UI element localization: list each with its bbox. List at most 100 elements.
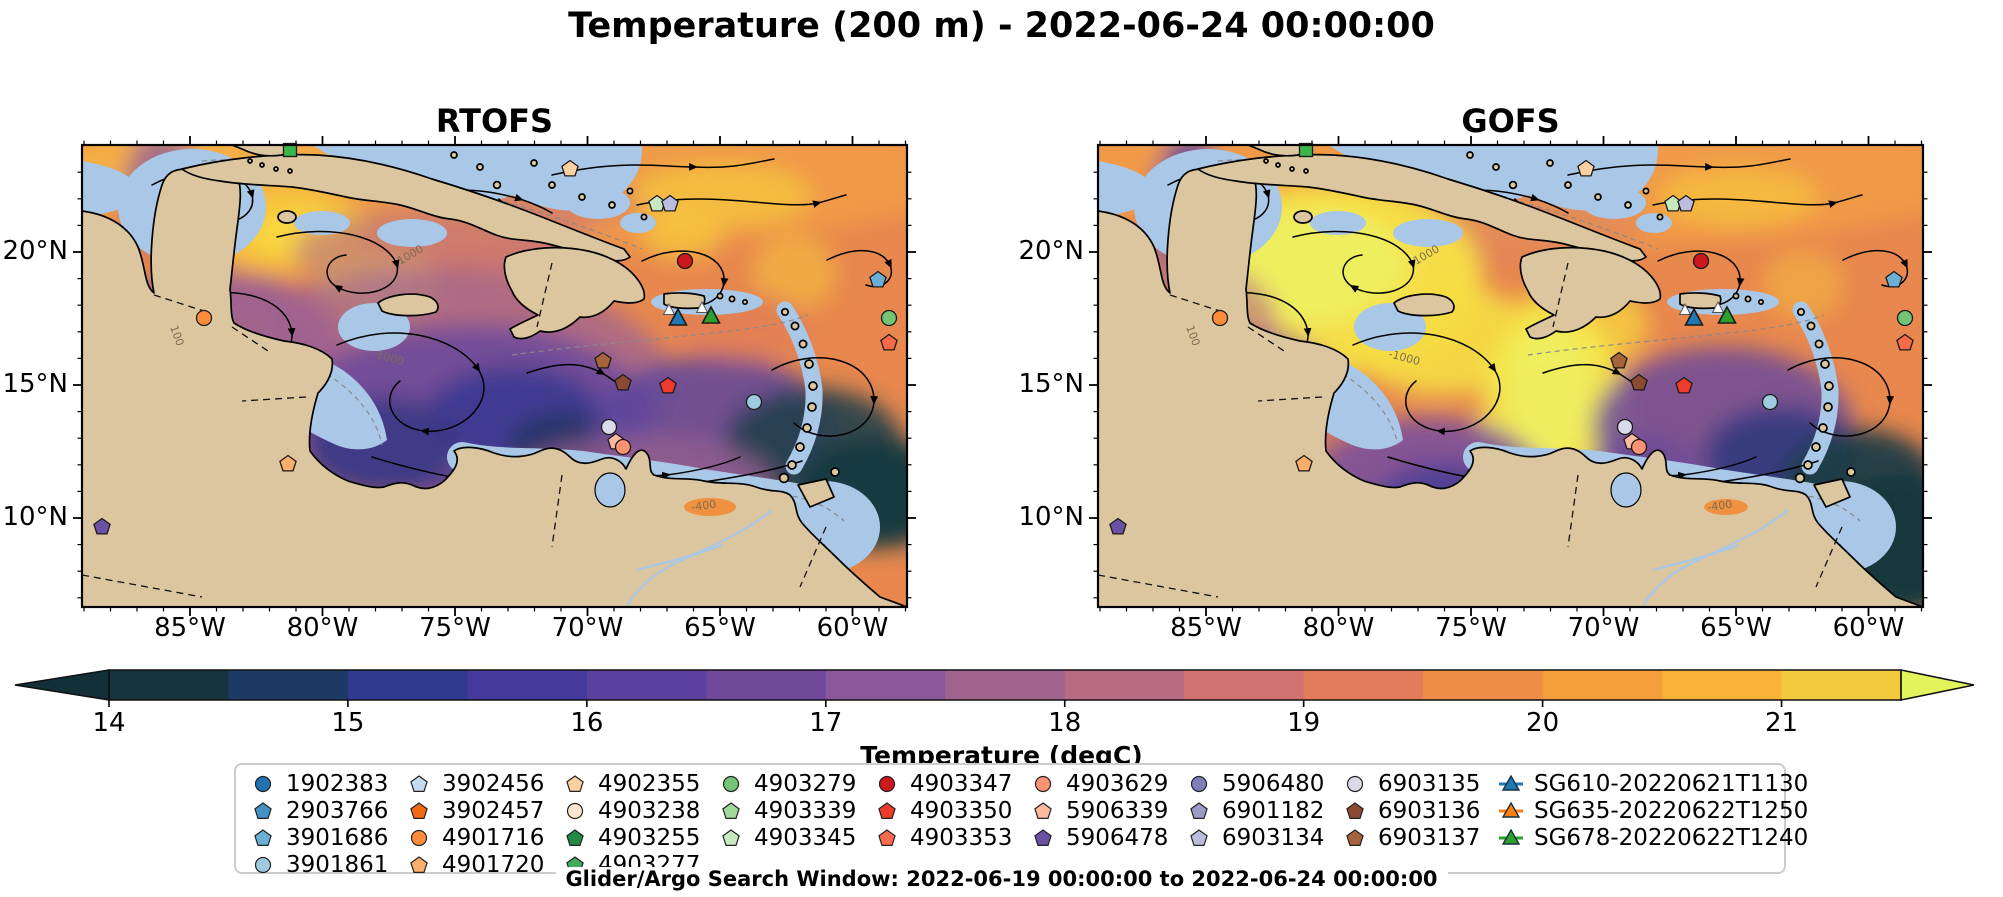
- colorbar-segment: [467, 670, 588, 700]
- marker-4903350: [1675, 376, 1693, 394]
- colorbar-tick-label: 14: [92, 708, 126, 738]
- marker-4903279: [880, 309, 898, 327]
- legend-item-label: 5906478: [1066, 824, 1169, 851]
- xtick-label: 60°W: [816, 613, 889, 643]
- pentagon-marker-icon: [566, 828, 584, 846]
- legend-column: 4903629 5906339 5906478: [1030, 770, 1168, 851]
- legend-item: SG610-20220621T1130: [1498, 770, 1808, 797]
- colorbar-tick-label: 18: [1048, 708, 1082, 738]
- legend-column: 4902355 4903238 4903255 4903277: [562, 770, 700, 878]
- legend-item: 4902355: [562, 770, 700, 797]
- marker-3901686: [1885, 270, 1903, 288]
- warm-shelf-eddy: [1704, 499, 1748, 515]
- legend-item-label: 4903345: [754, 824, 857, 851]
- legend-item: 3901861: [250, 851, 388, 878]
- legend-item: 2903766: [250, 797, 388, 824]
- colorbar-segment: [1064, 670, 1185, 700]
- colorbar-segment: [706, 670, 827, 700]
- legend-item-label: 4902355: [598, 770, 701, 797]
- legend-column: SG610-20220621T1130 SG635-20220622T1250 SG…: [1498, 770, 1808, 851]
- marker-6903134: [1677, 194, 1695, 212]
- pentagon-marker-icon: [1346, 828, 1364, 846]
- marker-3901861: [745, 393, 763, 411]
- legend-item: 4903238: [562, 797, 700, 824]
- legend-item: 4901720: [406, 851, 544, 878]
- legend-item-label: 4903347: [910, 770, 1013, 797]
- ytick-label: 20°N: [2, 236, 68, 266]
- legend-item-label: 3902456: [442, 770, 545, 797]
- marker-4903347: [1692, 252, 1710, 270]
- circle-marker-icon: [878, 775, 896, 792]
- pentagon-marker-icon: [722, 801, 740, 819]
- marker-6903136: [614, 373, 632, 391]
- legend-item: 3901686: [250, 824, 388, 851]
- legend-item-label: 4903353: [910, 824, 1013, 851]
- glider-marker-icon: [1499, 801, 1523, 818]
- legend-item-label: 6903135: [1378, 770, 1481, 797]
- figure-title: Temperature (200 m) - 2022-06-24 00:00:0…: [568, 6, 1435, 46]
- legend-item: 5906480: [1186, 770, 1324, 797]
- legend-item-label: 6903136: [1378, 797, 1481, 824]
- observation-markers: [93, 142, 898, 535]
- ytick-label: 10°N: [2, 502, 68, 532]
- map-frame: [80, 143, 909, 609]
- pentagon-marker-icon: [410, 774, 428, 792]
- legend-item-label: 3902457: [442, 797, 545, 824]
- colorbar-segment: [1303, 670, 1424, 700]
- marker-4903279: [1896, 309, 1914, 327]
- circle-marker-icon: [1346, 775, 1364, 792]
- marker-6903137: [594, 351, 612, 369]
- legend-item-label: 4901716: [442, 824, 545, 851]
- marker-4903350: [659, 376, 677, 394]
- legend-item: 6903135: [1342, 770, 1480, 797]
- pentagon-marker-icon: [1190, 828, 1208, 846]
- colorbar-segment: [586, 670, 708, 700]
- legend-box: 1902383 2903766 3901686 3901861 3902456 39024…: [234, 763, 1808, 878]
- search-window-note: Glider/Argo Search Window: 2022-06-19 00…: [555, 867, 1448, 891]
- legend-item-label: SG678-20220622T1240: [1534, 824, 1809, 851]
- circle-marker-icon: [410, 829, 428, 846]
- legend-item-label: 5906339: [1066, 797, 1169, 824]
- colorbar-segment: [945, 670, 1066, 700]
- map-gofs: 1000 -1000 100 -400: [1089, 136, 1932, 616]
- legend-column: 3902456 3902457 4901716 4901720: [406, 770, 544, 878]
- legend-item: 5906478: [1030, 824, 1168, 851]
- xtick-label: 85°W: [1170, 613, 1242, 643]
- legend-item-label: 6903134: [1222, 824, 1325, 851]
- pentagon-marker-icon: [410, 855, 428, 873]
- map-rtofs: 1000 -1000 100 -400: [73, 136, 916, 616]
- colorbar-tick-label: 17: [809, 708, 843, 738]
- marker-4901720: [1295, 454, 1313, 472]
- colorbar-segment: [347, 670, 469, 700]
- legend-item: 6903137: [1342, 824, 1480, 851]
- colorbar-segment: [825, 670, 947, 700]
- xtick-label: 75°W: [419, 613, 491, 643]
- pentagon-marker-icon: [410, 801, 428, 819]
- circle-marker-icon: [722, 775, 740, 792]
- legend-column: 6903135 6903136 6903137: [1342, 770, 1480, 851]
- marker-4902355: [1577, 159, 1595, 177]
- marker-target-SG678: [1711, 300, 1725, 313]
- marker-3901861: [1761, 393, 1779, 411]
- pentagon-marker-icon: [878, 801, 896, 819]
- ytick-label: 15°N: [2, 369, 68, 399]
- marker-4901720: [279, 454, 297, 472]
- legend-item-label: 4901720: [442, 851, 545, 878]
- marker-4903629: [1630, 438, 1648, 456]
- observation-markers: [1109, 142, 1914, 535]
- marker-glider-waypoint: [1298, 142, 1314, 158]
- legend-item-label: 4903238: [598, 797, 701, 824]
- marker-6903135: [1616, 418, 1634, 436]
- marker-6903136: [1630, 373, 1648, 391]
- marker-4901716: [195, 309, 213, 327]
- legend-item: 4903255: [562, 824, 700, 851]
- colorbar-tick-label: 15: [331, 708, 365, 738]
- legend-item: SG678-20220622T1240: [1498, 824, 1808, 851]
- pentagon-marker-icon: [1034, 828, 1052, 846]
- xtick-label: 65°W: [1700, 613, 1772, 643]
- colorbar-tick-label: 20: [1526, 708, 1560, 738]
- colorbar-segment: [1781, 670, 1902, 700]
- legend-item: 4903345: [718, 824, 856, 851]
- legend-item: 4903629: [1030, 770, 1168, 797]
